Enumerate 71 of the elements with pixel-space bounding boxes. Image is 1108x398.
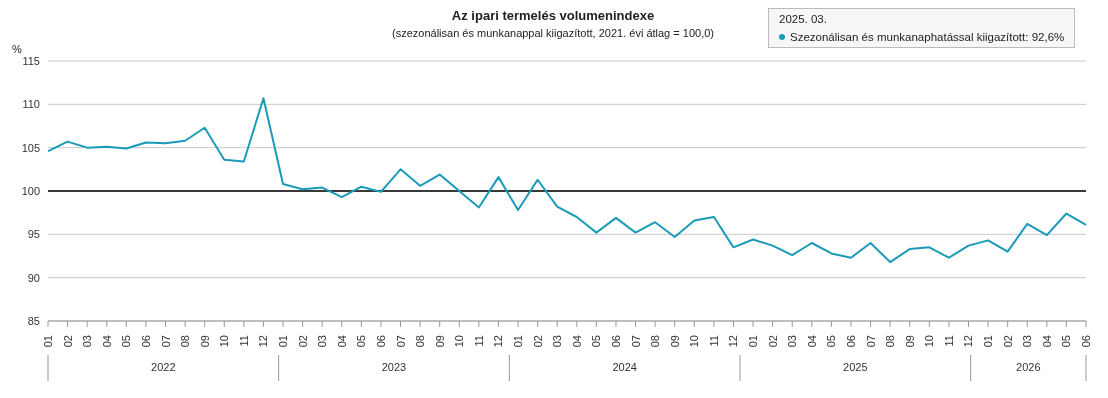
- x-tick-label: 08: [179, 335, 192, 348]
- x-tick-label: 02: [61, 335, 74, 348]
- x-tick-label: 03: [786, 335, 799, 348]
- x-tick-label: 01: [747, 335, 760, 348]
- x-tick-label: 02: [531, 335, 544, 348]
- chart-subtitle: (szezonálisan és munkanappal kiigazított, 2021. évi átlag = 100,0): [392, 27, 714, 39]
- x-tick-label: 11: [942, 335, 955, 347]
- x-tick-label: 10: [923, 335, 936, 348]
- x-tick-label: 09: [433, 335, 446, 348]
- x-tick-label: 01: [982, 335, 995, 348]
- x-tick-label: 01: [512, 335, 525, 348]
- x-tick-label: 07: [394, 335, 407, 348]
- x-tick-label: 06: [609, 335, 622, 348]
- text: 2024: [612, 361, 637, 373]
- x-tick-label: 11: [707, 335, 720, 347]
- x-tick-label: 04: [570, 335, 583, 348]
- x-tick-label: 03: [1021, 335, 1034, 348]
- x-tick-label: 04: [335, 335, 348, 348]
- x-tick-label: 06: [139, 335, 152, 348]
- x-tick-label: 12: [727, 335, 740, 348]
- x-tick-label: 04: [1040, 335, 1053, 348]
- text: 2023: [381, 361, 407, 373]
- text: 2022: [151, 361, 176, 373]
- x-tick-label: 06: [844, 335, 857, 348]
- y-tick-label: 115: [22, 54, 40, 67]
- x-tick-label: 07: [864, 335, 877, 348]
- x-tick-label: 05: [1060, 335, 1073, 348]
- x-tick-label: 05: [355, 335, 368, 348]
- x-tick-label: 08: [649, 335, 662, 348]
- x-tick-label: 09: [668, 335, 681, 348]
- x-tick-label: 05: [120, 335, 133, 348]
- tooltip-box: 2025. 03. Szezonálisan és munkanaphatással kiigazított: 92,6%: [768, 8, 1076, 48]
- text: 2026: [1016, 361, 1041, 373]
- x-tick-label: 05: [590, 335, 603, 348]
- x-tick-label: 06: [1080, 335, 1092, 348]
- x-tick-label: 12: [962, 335, 975, 348]
- x-tick-label: 09: [903, 335, 916, 348]
- x-tick-label: 12: [257, 335, 270, 348]
- x-tick-label: 02: [766, 335, 779, 348]
- x-tick-label: 05: [825, 335, 838, 348]
- x-tick-label: 10: [453, 335, 466, 348]
- x-tick-label: 03: [551, 335, 564, 348]
- x-tick-label: 02: [1001, 335, 1014, 348]
- x-tick-label: 11: [472, 335, 485, 347]
- x-tick-label: 08: [414, 335, 427, 348]
- line-series: [47, 97, 1087, 264]
- y-axis-title: %: [12, 43, 23, 55]
- x-tick-label: 06: [374, 335, 387, 348]
- x-tick-label: 04: [100, 335, 113, 348]
- x-tick-label: 09: [198, 335, 211, 348]
- x-tick-label: 08: [884, 335, 897, 348]
- y-tick-label: 100: [21, 184, 40, 197]
- text: 2025: [843, 361, 868, 373]
- y-tick-label: 105: [21, 141, 40, 154]
- y-tick-label: 95: [27, 228, 40, 241]
- chart-title: Az ipari termelés volumenindexe: [451, 8, 655, 23]
- x-tick-label: 10: [688, 335, 701, 348]
- x-tick-label: 03: [81, 335, 94, 348]
- x-tick-label: 04: [805, 335, 818, 348]
- x-tick-label: 02: [296, 335, 309, 348]
- x-tick-label: 01: [277, 335, 290, 348]
- x-tick-label: 01: [42, 335, 54, 348]
- x-tick-label: 12: [492, 335, 505, 348]
- y-tick-label: 110: [22, 98, 40, 111]
- x-tick-label: 07: [159, 335, 172, 348]
- y-tick-label: 85: [27, 314, 40, 327]
- y-tick-label: 90: [27, 271, 40, 284]
- x-tick-label: 03: [316, 335, 329, 348]
- x-tick-label: 07: [629, 335, 642, 348]
- x-tick-label: 11: [237, 335, 250, 347]
- x-tick-label: 10: [218, 335, 231, 348]
